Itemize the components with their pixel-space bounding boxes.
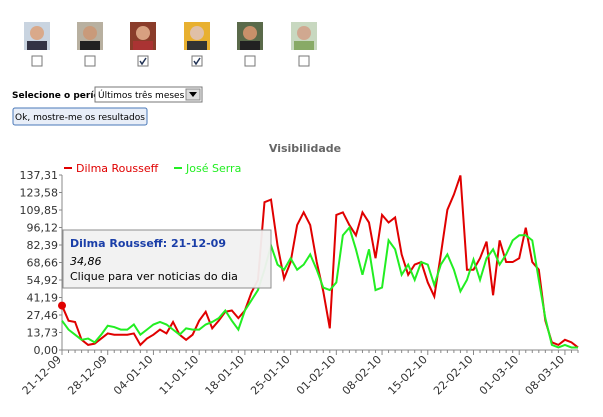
x-tick-label: 11-01-10 <box>157 353 202 398</box>
x-tick-label: 08-03-10 <box>523 353 568 398</box>
y-tick-label: 27,46 <box>27 309 59 322</box>
period-select[interactable]: Últimos três meses <box>94 86 203 103</box>
period-label: Selecione o período: <box>12 91 116 101</box>
x-tick-label: 08-02-10 <box>340 353 385 398</box>
tooltip-box <box>62 229 272 289</box>
checkbox[interactable] <box>31 55 43 67</box>
x-tick-label: 01-03-10 <box>477 353 522 398</box>
y-tick-label: 109,85 <box>20 204 59 217</box>
legend-label: José Serra <box>185 162 241 175</box>
portrait[interactable] <box>130 22 156 50</box>
x-tick-label: 01-02-10 <box>294 353 339 398</box>
y-tick-label: 96,12 <box>27 221 59 234</box>
checkbox[interactable] <box>84 55 96 67</box>
tooltip-title: Dilma Rousseff: 21-12-09 <box>70 237 226 250</box>
portrait[interactable] <box>77 22 103 50</box>
checkbox[interactable] <box>191 55 203 67</box>
checkbox[interactable] <box>137 55 149 67</box>
legend-label: Dilma Rousseff <box>76 162 159 175</box>
portrait[interactable] <box>237 22 263 50</box>
y-tick-label: 13,73 <box>27 327 59 340</box>
highlight-point <box>58 301 66 310</box>
y-tick-label: 0,00 <box>34 344 59 357</box>
series-line <box>61 225 578 349</box>
x-tick-label: 18-01-10 <box>203 353 248 398</box>
chart-title: Visibilidade <box>269 142 341 155</box>
y-tick-label: 54,92 <box>27 274 59 287</box>
portrait[interactable] <box>291 22 317 50</box>
y-tick-label: 68,66 <box>27 256 59 269</box>
x-tick-label: 04-01-10 <box>111 353 156 398</box>
checkbox[interactable] <box>298 55 310 67</box>
checkbox-box <box>191 55 203 67</box>
portraits <box>24 22 317 50</box>
tooltip-text: Clique para ver noticias do dia <box>70 270 238 283</box>
x-tick-label: 25-01-10 <box>248 353 293 398</box>
portrait[interactable] <box>184 22 210 50</box>
tooltip-value: 34,86 <box>70 255 102 268</box>
x-tick-label: 28-12-09 <box>65 353 110 398</box>
checkboxes <box>31 55 310 67</box>
y-tick-label: 82,39 <box>27 239 59 252</box>
checkbox-box <box>244 55 256 67</box>
y-tick-label: 123,58 <box>20 186 59 199</box>
period-value: Últimos três meses <box>98 89 185 101</box>
tooltip[interactable]: Dilma Rousseff: 21-12-09 34,86 Clique para… <box>62 229 272 289</box>
chart: 0,00 13,73 27,46 41,19 54,92 68,66 82,39 96,12 1… <box>20 162 579 397</box>
x-tick-label: 22-02-10 <box>431 353 476 398</box>
checkbox-box <box>137 55 149 67</box>
button-label: Ok, mostre-me os resultados <box>15 113 145 123</box>
x-tick-label: 21-12-09 <box>20 353 65 398</box>
x-tick-label: 15-02-10 <box>385 353 430 398</box>
submit-button[interactable]: Ok, mostre-me os resultados <box>12 107 148 126</box>
y-tick-label: 137,31 <box>20 169 59 182</box>
portrait[interactable] <box>24 22 50 50</box>
checkbox[interactable] <box>244 55 256 67</box>
checkmark <box>139 57 147 66</box>
checkbox-box <box>298 55 310 67</box>
checkmark <box>193 57 201 66</box>
y-tick-label: 41,19 <box>27 292 59 305</box>
checkbox-box <box>84 55 96 67</box>
checkbox-box <box>31 55 43 67</box>
